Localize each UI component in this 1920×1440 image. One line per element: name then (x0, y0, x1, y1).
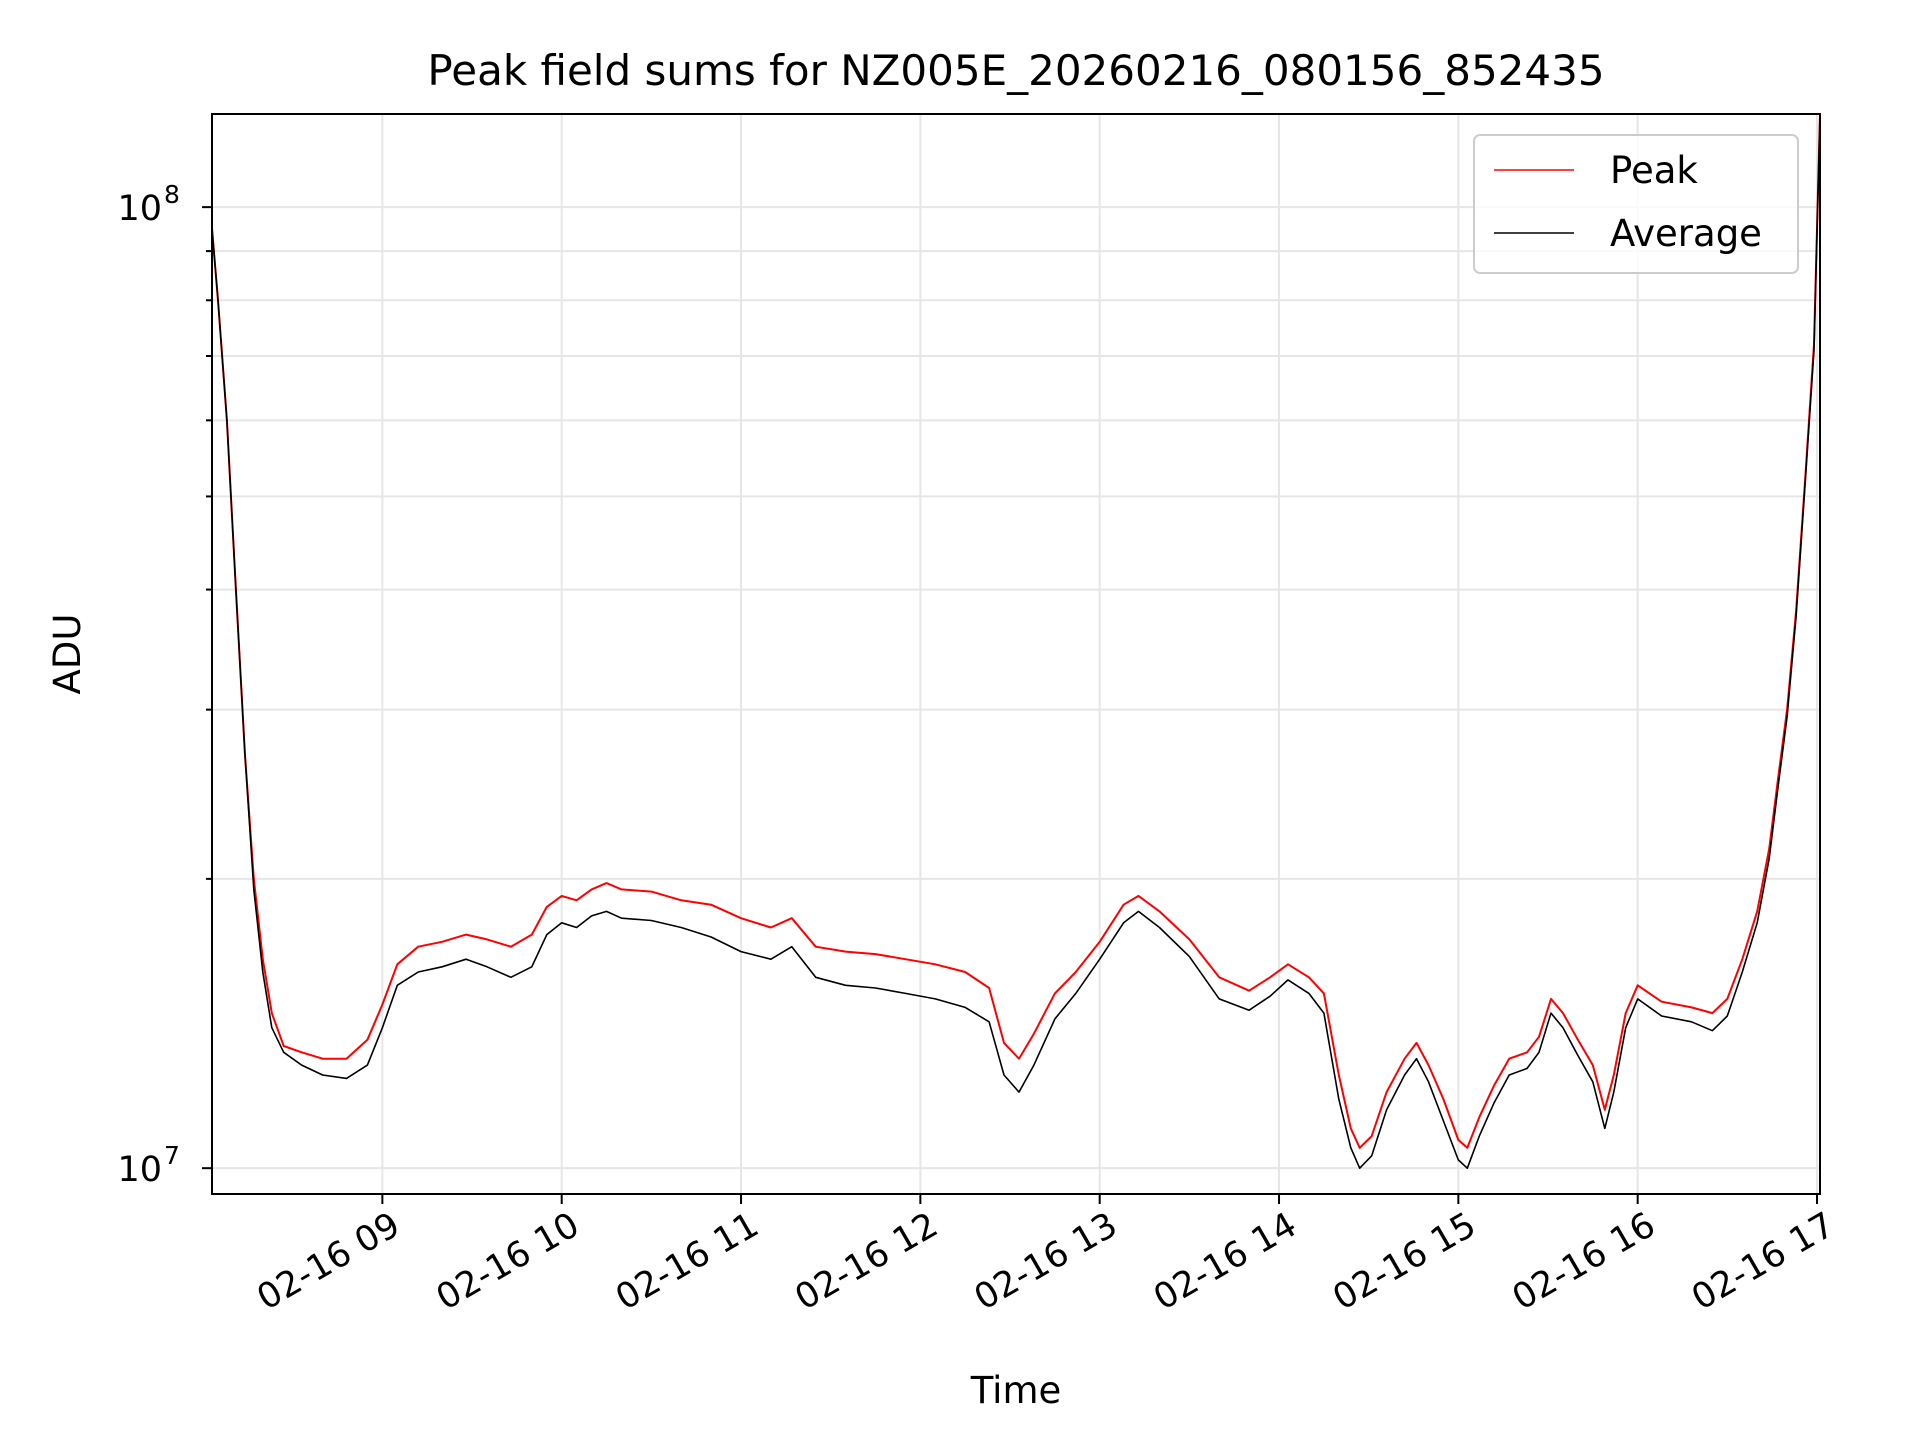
y-tick-label-base: 10 (117, 1150, 162, 1190)
chart-title: Peak field sums for NZ005E_20260216_0801… (427, 46, 1604, 95)
y-tick-label-base: 10 (117, 189, 162, 229)
y-axis-label: ADU (46, 614, 89, 695)
y-tick-label: 10 7 (117, 1141, 179, 1190)
series-line-peak (211, 113, 1821, 1149)
legend: Peak Average (1473, 134, 1799, 274)
legend-label-peak: Peak (1610, 149, 1698, 192)
y-tick-label: 10 8 (117, 180, 179, 229)
y-tick-label-exponent: 7 (164, 1141, 180, 1170)
legend-label-average: Average (1610, 212, 1762, 255)
y-tick-label-exponent: 8 (164, 180, 180, 209)
series-line-average (211, 113, 1821, 1169)
x-axis-label: Time (970, 1369, 1062, 1412)
series-layer (211, 113, 1821, 1169)
plot-area-frame (211, 113, 1821, 1195)
